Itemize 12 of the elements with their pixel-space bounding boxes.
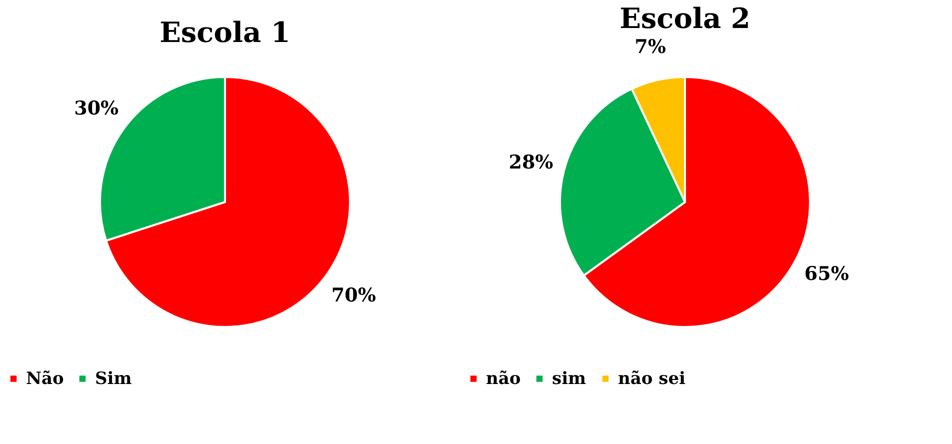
data-label: 30% xyxy=(74,98,119,120)
chart-title: Escola 1 xyxy=(160,16,290,49)
chart-title: Escola 2 xyxy=(620,2,750,35)
data-label: 70% xyxy=(331,284,376,306)
legend-label: não sei xyxy=(618,368,686,389)
legend-label: Sim xyxy=(95,368,132,389)
data-label: 7% xyxy=(634,36,666,58)
data-label: 28% xyxy=(508,151,554,174)
legend-label: Não xyxy=(26,368,64,389)
data-label: 65% xyxy=(804,263,849,286)
legend-label: sim xyxy=(552,368,586,389)
legend-label: não xyxy=(486,368,521,389)
